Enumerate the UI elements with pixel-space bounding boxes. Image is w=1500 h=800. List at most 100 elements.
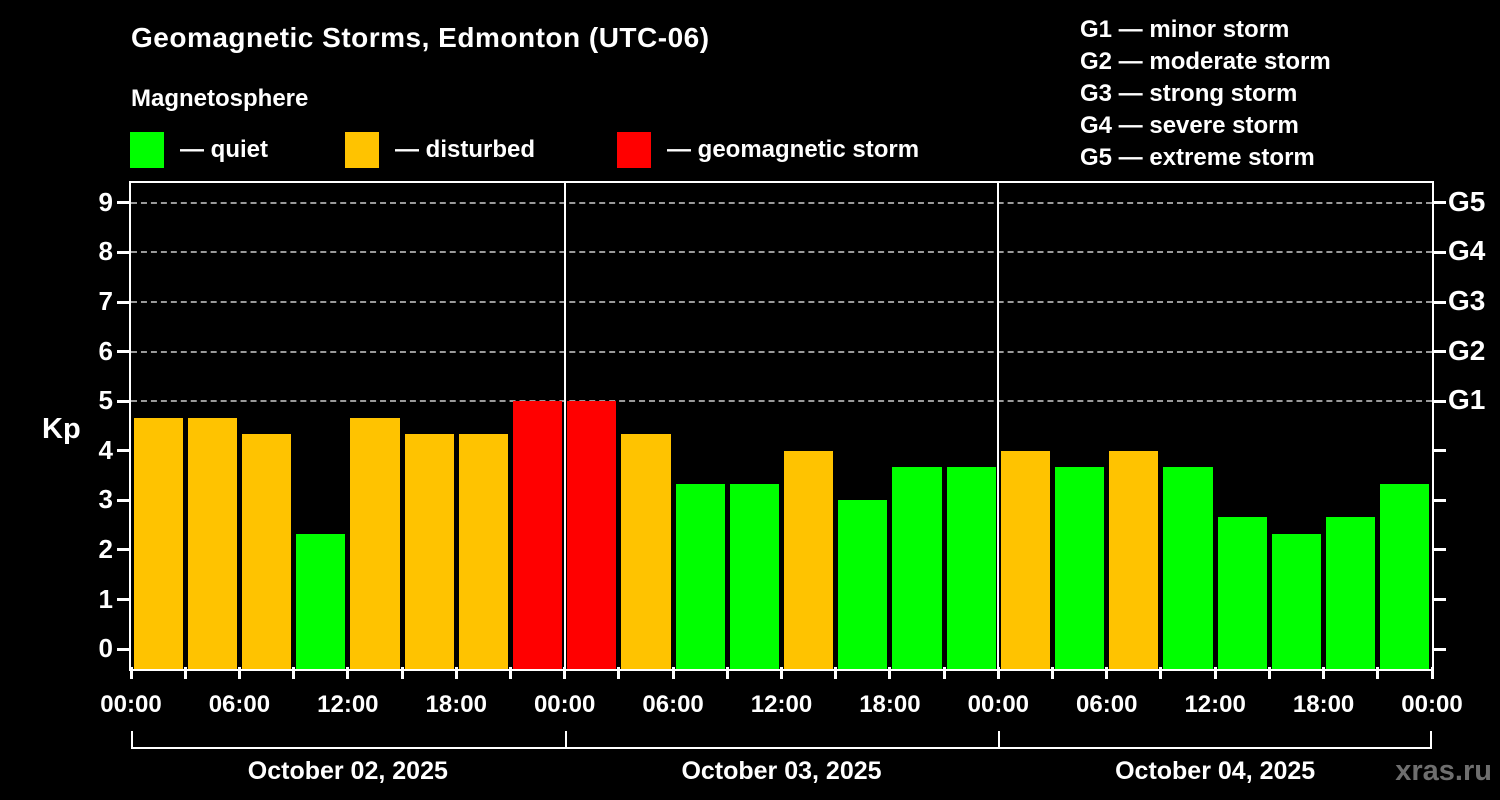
y-axis-tick <box>117 498 129 502</box>
legend-label: — quiet <box>180 136 268 163</box>
x-axis-tick <box>780 667 783 679</box>
x-axis-tick <box>563 667 567 679</box>
y-axis-tick-right <box>1434 498 1446 502</box>
x-axis-tick <box>996 667 1000 679</box>
x-axis-tick <box>888 667 892 679</box>
legend-item-disturbed: — disturbed <box>345 131 535 169</box>
kp-bar <box>1326 516 1376 669</box>
page-title: Geomagnetic Storms, Edmonton (UTC-06) <box>131 22 710 53</box>
date-label: October 02, 2025 <box>247 757 448 785</box>
x-axis-tick <box>1376 667 1380 679</box>
y-axis-label: 8 <box>98 236 113 267</box>
storm-color-swatch <box>617 132 651 168</box>
legend-item-geomagnetic-storm: — geomagnetic storm <box>617 131 919 169</box>
y-axis-tick <box>117 449 129 453</box>
gridline <box>131 201 1432 204</box>
x-axis-label: 12:00 <box>1184 691 1246 718</box>
y-axis-tick-right <box>1434 350 1446 354</box>
y-axis-tick-right <box>1434 598 1446 602</box>
kp-bar <box>1380 484 1430 669</box>
x-axis-tick <box>129 667 133 679</box>
kp-bar <box>1271 533 1322 669</box>
kp-bar <box>784 450 834 669</box>
g-scale-label: G3 <box>1448 285 1486 317</box>
x-axis-label: 18:00 <box>859 691 921 718</box>
kp-bar <box>187 417 237 669</box>
x-axis-tick <box>617 667 621 679</box>
kp-bar <box>892 467 942 669</box>
y-axis-label: 4 <box>98 434 113 465</box>
legend-label: — disturbed <box>395 136 536 163</box>
kp-bar <box>404 434 454 669</box>
kp-bar <box>1217 516 1267 669</box>
y-axis-tick <box>117 548 129 552</box>
kp-bar <box>241 434 292 669</box>
kp-bar <box>567 401 617 669</box>
y-axis-tick-right <box>1434 647 1446 651</box>
chart-subtitle: Magnetosphere <box>131 85 309 112</box>
x-axis-tick <box>454 667 458 679</box>
x-axis-tick <box>400 667 404 679</box>
x-axis-tick <box>1159 667 1163 679</box>
legend-label: — geomagnetic storm <box>667 136 920 163</box>
y-axis-tick-right <box>1434 399 1446 403</box>
g-scale-label: G2 <box>1448 334 1486 366</box>
gridline <box>131 400 1432 403</box>
kp-bar <box>296 533 346 669</box>
x-axis-label: 00:00 <box>100 691 162 718</box>
kp-bar <box>675 484 725 669</box>
y-axis-tick <box>117 598 129 602</box>
kp-bar <box>458 434 508 669</box>
x-axis-label: 18:00 <box>425 691 487 718</box>
g-scale-legend-item: G2 — moderate storm <box>1080 48 1331 75</box>
g-scale-label: G4 <box>1448 235 1486 267</box>
disturbed-color-swatch <box>345 132 379 168</box>
kp-bar <box>350 417 400 669</box>
y-axis-label: 7 <box>98 286 113 317</box>
y-axis-tick-right <box>1434 201 1446 205</box>
y-axis-tick <box>117 300 129 304</box>
x-axis-tick <box>1213 667 1217 679</box>
day-separator-line <box>997 183 1000 669</box>
kp-bar <box>621 434 671 669</box>
y-axis-label: 2 <box>98 533 113 564</box>
y-axis-tick-right <box>1434 548 1446 552</box>
y-axis-label: 9 <box>98 186 113 217</box>
x-axis-label: 12:00 <box>317 691 379 718</box>
y-axis-tick-right <box>1434 449 1446 453</box>
y-axis-title: Kp <box>42 413 81 445</box>
x-axis-label: 06:00 <box>1076 691 1138 718</box>
x-axis-tick <box>346 667 350 679</box>
x-axis-tick <box>1267 667 1271 679</box>
y-axis-label: 1 <box>98 583 113 614</box>
kp-bar <box>512 401 563 669</box>
g-scale-legend-item: G1 — minor storm <box>1080 16 1290 43</box>
x-axis-label: 00:00 <box>1401 691 1463 718</box>
kp-bar <box>1000 450 1051 669</box>
date-axis-tick <box>564 731 567 747</box>
y-axis-label: 6 <box>98 335 113 366</box>
y-axis-label: 5 <box>98 385 113 416</box>
x-axis-tick <box>942 667 946 679</box>
g-scale-label: G1 <box>1448 384 1486 416</box>
legend-item-quiet: — quiet <box>130 131 268 169</box>
y-axis-tick-right <box>1434 250 1446 254</box>
gridline <box>131 251 1432 254</box>
kp-bar <box>133 417 183 669</box>
quiet-color-swatch <box>130 132 164 168</box>
x-axis-tick <box>1322 667 1326 679</box>
y-axis-tick <box>117 250 129 254</box>
g-scale-legend-item: G5 — extreme storm <box>1080 144 1315 171</box>
x-axis-label: 06:00 <box>642 691 704 718</box>
x-axis-tick <box>1051 667 1055 679</box>
kp-bar <box>1109 450 1159 669</box>
y-axis-tick <box>117 350 129 354</box>
x-axis-tick <box>671 667 675 679</box>
date-axis-tick <box>1430 731 1432 747</box>
plot-area: 0 1 2 3 4 5 6 7 8 9 G1 G2 G3 G4 G5 00:00 06:00 12:00 18:00… <box>99 181 1485 785</box>
date-axis-tick <box>131 731 133 747</box>
kp-bar <box>1055 467 1105 669</box>
x-axis-tick <box>237 667 241 679</box>
y-axis-tick <box>117 647 129 651</box>
